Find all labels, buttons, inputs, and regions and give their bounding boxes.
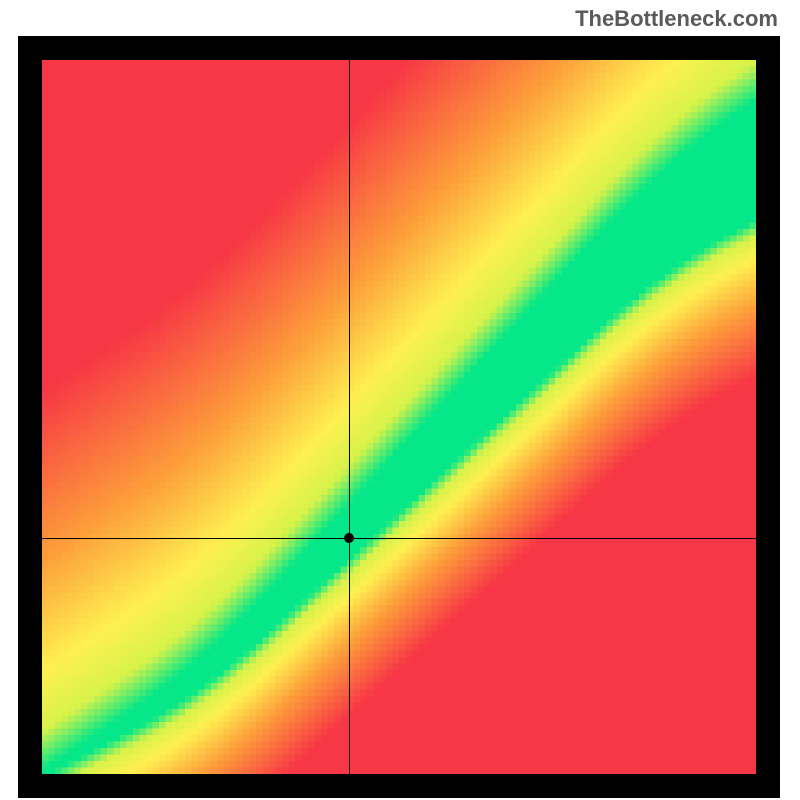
crosshair-vertical: [349, 60, 350, 774]
bottleneck-chart-container: TheBottleneck.com: [0, 0, 800, 800]
bottleneck-heatmap: [42, 60, 756, 774]
crosshair-horizontal: [42, 538, 756, 539]
attribution-text: TheBottleneck.com: [575, 6, 778, 32]
config-marker: [344, 533, 354, 543]
